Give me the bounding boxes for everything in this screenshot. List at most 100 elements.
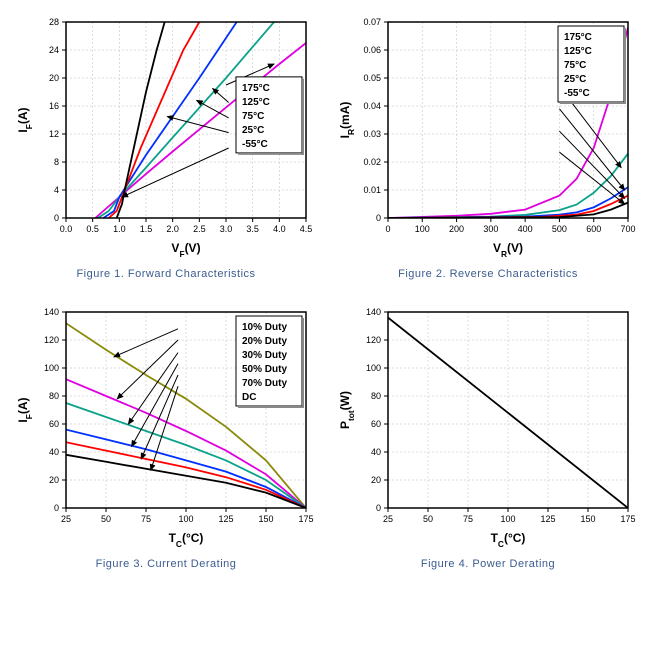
svg-text:0: 0 bbox=[54, 503, 59, 513]
svg-text:2.0: 2.0 bbox=[166, 224, 179, 234]
svg-text:IR(mA): IR(mA) bbox=[338, 102, 356, 139]
svg-text:75: 75 bbox=[463, 514, 473, 524]
svg-text:IF(A): IF(A) bbox=[16, 107, 34, 132]
svg-text:80: 80 bbox=[49, 391, 59, 401]
svg-text:0.03: 0.03 bbox=[363, 129, 381, 139]
svg-text:25°C: 25°C bbox=[564, 74, 586, 85]
figure-3-panel: 25 50 75 100 125 150 175 0 20 40 60 80 100 120 140 10% … bbox=[10, 300, 322, 570]
svg-text:75°C: 75°C bbox=[242, 111, 264, 122]
svg-text:0.07: 0.07 bbox=[363, 17, 381, 27]
svg-text:200: 200 bbox=[449, 224, 464, 234]
svg-text:150: 150 bbox=[258, 514, 273, 524]
svg-text:24: 24 bbox=[49, 45, 59, 55]
svg-text:0: 0 bbox=[385, 224, 390, 234]
svg-text:175°C: 175°C bbox=[242, 83, 270, 94]
svg-text:0.5: 0.5 bbox=[86, 224, 99, 234]
figure-grid: 0.00.51.01.52.02.53.03.54.04.50481216202… bbox=[10, 10, 644, 570]
svg-text:25°C: 25°C bbox=[242, 125, 264, 136]
svg-text:0.04: 0.04 bbox=[363, 101, 381, 111]
svg-text:175: 175 bbox=[298, 514, 313, 524]
svg-text:100: 100 bbox=[500, 514, 515, 524]
svg-text:4.0: 4.0 bbox=[273, 224, 286, 234]
figure-3-caption: Figure 3. Current Derating bbox=[96, 558, 237, 570]
svg-text:120: 120 bbox=[44, 335, 59, 345]
svg-text:75°C: 75°C bbox=[564, 60, 586, 71]
svg-text:500: 500 bbox=[552, 224, 567, 234]
svg-text:VR(V): VR(V) bbox=[493, 241, 523, 259]
svg-text:175: 175 bbox=[620, 514, 635, 524]
svg-text:100: 100 bbox=[44, 363, 59, 373]
svg-text:0.0: 0.0 bbox=[60, 224, 73, 234]
svg-text:140: 140 bbox=[366, 307, 381, 317]
svg-text:40: 40 bbox=[49, 447, 59, 457]
svg-text:0: 0 bbox=[54, 213, 59, 223]
svg-text:400: 400 bbox=[518, 224, 533, 234]
svg-text:125: 125 bbox=[540, 514, 555, 524]
svg-text:TC(°C): TC(°C) bbox=[491, 531, 526, 549]
svg-text:8: 8 bbox=[54, 157, 59, 167]
svg-text:100: 100 bbox=[415, 224, 430, 234]
svg-text:DC: DC bbox=[242, 392, 256, 403]
figure-4-caption: Figure 4. Power Derating bbox=[421, 558, 555, 570]
figure-1-caption: Figure 1. Forward Characteristics bbox=[76, 268, 255, 280]
figure-2-caption: Figure 2. Reverse Characteristics bbox=[398, 268, 578, 280]
figure-2-chart: 010020030040050060070000.010.020.030.040… bbox=[333, 10, 643, 260]
svg-text:50% Duty: 50% Duty bbox=[242, 364, 287, 375]
svg-text:20: 20 bbox=[49, 475, 59, 485]
svg-text:0: 0 bbox=[376, 213, 381, 223]
svg-text:60: 60 bbox=[49, 419, 59, 429]
svg-text:0.02: 0.02 bbox=[363, 157, 381, 167]
svg-text:0.06: 0.06 bbox=[363, 45, 381, 55]
svg-text:150: 150 bbox=[580, 514, 595, 524]
svg-text:600: 600 bbox=[586, 224, 601, 234]
svg-text:2.5: 2.5 bbox=[193, 224, 206, 234]
svg-text:TC(°C): TC(°C) bbox=[169, 531, 204, 549]
svg-text:50: 50 bbox=[101, 514, 111, 524]
svg-text:20% Duty: 20% Duty bbox=[242, 336, 287, 347]
svg-text:700: 700 bbox=[620, 224, 635, 234]
svg-text:-55°C: -55°C bbox=[564, 88, 590, 99]
svg-text:IF(A): IF(A) bbox=[16, 397, 34, 422]
svg-text:140: 140 bbox=[44, 307, 59, 317]
svg-text:30% Duty: 30% Duty bbox=[242, 350, 287, 361]
svg-text:1.5: 1.5 bbox=[140, 224, 153, 234]
figure-4-chart: 25 50 75 100 125 150 175 0 20 40 60 80 100 120 140 TC(°… bbox=[333, 300, 643, 550]
svg-text:12: 12 bbox=[49, 129, 59, 139]
figure-4-panel: 25 50 75 100 125 150 175 0 20 40 60 80 100 120 140 TC(°… bbox=[332, 300, 644, 570]
svg-text:125°C: 125°C bbox=[564, 46, 592, 57]
svg-text:0.01: 0.01 bbox=[363, 185, 381, 195]
svg-text:100: 100 bbox=[178, 514, 193, 524]
svg-text:3.5: 3.5 bbox=[246, 224, 259, 234]
svg-text:20: 20 bbox=[371, 475, 381, 485]
svg-text:3.0: 3.0 bbox=[220, 224, 233, 234]
svg-text:4: 4 bbox=[54, 185, 59, 195]
svg-text:VF(V): VF(V) bbox=[171, 241, 200, 259]
svg-text:25: 25 bbox=[383, 514, 393, 524]
svg-text:70% Duty: 70% Duty bbox=[242, 378, 287, 389]
svg-text:100: 100 bbox=[366, 363, 381, 373]
svg-text:0: 0 bbox=[376, 503, 381, 513]
svg-text:175°C: 175°C bbox=[564, 32, 592, 43]
svg-text:40: 40 bbox=[371, 447, 381, 457]
svg-text:125°C: 125°C bbox=[242, 97, 270, 108]
svg-text:1.0: 1.0 bbox=[113, 224, 126, 234]
svg-text:4.5: 4.5 bbox=[300, 224, 313, 234]
figure-1-chart: 0.0 0.5 1.0 1.5 2.0 2.5 3.0 3.5 4.0 4.5 0 4 8 12 16 20 2… bbox=[11, 10, 321, 260]
svg-text:16: 16 bbox=[49, 101, 59, 111]
svg-text:75: 75 bbox=[141, 514, 151, 524]
svg-text:10% Duty: 10% Duty bbox=[242, 322, 287, 333]
figure-2-panel: 010020030040050060070000.010.020.030.040… bbox=[332, 10, 644, 280]
svg-text:0.05: 0.05 bbox=[363, 73, 381, 83]
svg-text:50: 50 bbox=[423, 514, 433, 524]
svg-text:80: 80 bbox=[371, 391, 381, 401]
svg-text:-55°C: -55°C bbox=[242, 139, 268, 150]
svg-text:120: 120 bbox=[366, 335, 381, 345]
svg-text:20: 20 bbox=[49, 73, 59, 83]
svg-text:60: 60 bbox=[371, 419, 381, 429]
figure-3-chart: 25 50 75 100 125 150 175 0 20 40 60 80 100 120 140 10% … bbox=[11, 300, 321, 550]
figure-1-panel: 0.0 0.5 1.0 1.5 2.0 2.5 3.0 3.5 4.0 4.5 0 4 8 12 16 20 2… bbox=[10, 10, 322, 280]
svg-text:25: 25 bbox=[61, 514, 71, 524]
svg-text:125: 125 bbox=[218, 514, 233, 524]
svg-text:28: 28 bbox=[49, 17, 59, 27]
svg-text:Ptot(W): Ptot(W) bbox=[338, 391, 356, 429]
